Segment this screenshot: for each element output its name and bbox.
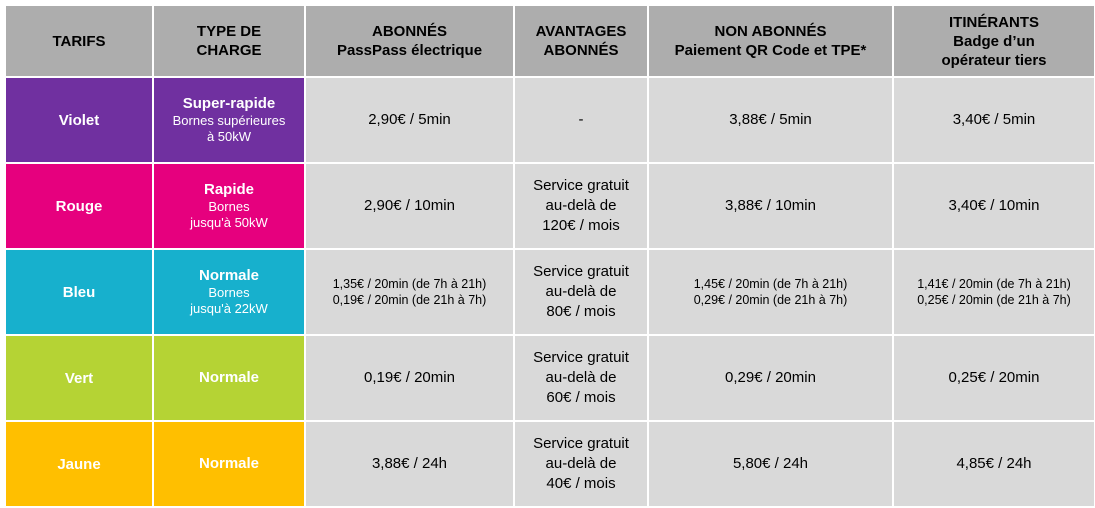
header-abonnes-line: PassPass électrique bbox=[336, 42, 483, 59]
header-type-charge-line: TYPE DE bbox=[196, 23, 262, 40]
price-line: 1,35€ / 20min (de 7h à 21h) bbox=[332, 277, 487, 291]
price-line: 0,19€ / 20min bbox=[364, 369, 455, 386]
header-itinerants-line: Badge d’un bbox=[953, 32, 1035, 50]
tarif-name-cell: Bleu bbox=[4, 248, 154, 336]
abonnes-price-cell: 2,90€ / 10min bbox=[304, 162, 515, 250]
tarif-name-cell: Vert bbox=[4, 334, 154, 422]
type-charge-detail: Bornes supérieures bbox=[172, 113, 286, 128]
non-abonnes-price-cell: 1,45€ / 20min (de 7h à 21h) 0,29€ / 20min… bbox=[647, 248, 894, 336]
type-charge-title: Super-rapide bbox=[182, 95, 276, 112]
price-line: 40€ / mois bbox=[546, 475, 616, 492]
price-line: au-delà de bbox=[545, 455, 617, 472]
price-line: Service gratuit bbox=[533, 263, 629, 280]
price-line: 2,90€ / 10min bbox=[364, 197, 455, 214]
header-non-abonnes-line: NON ABONNÉS bbox=[714, 23, 827, 40]
type-charge-detail: jusqu'à 50kW bbox=[190, 215, 268, 230]
header-non-abonnes: NON ABONNÉS Paiement QR Code et TPE* bbox=[647, 4, 894, 78]
header-avantages-line: AVANTAGES bbox=[535, 23, 627, 40]
non-abonnes-price-cell: 0,29€ / 20min bbox=[647, 334, 894, 422]
price-line: 0,25€ / 20min (de 21h à 7h) bbox=[917, 293, 1071, 307]
tarifs-table: TARIFS TYPE DE CHARGE ABONNÉS PassPass é… bbox=[4, 4, 1095, 508]
non-abonnes-price-cell: 3,88€ / 5min bbox=[647, 76, 894, 164]
header-avantages: AVANTAGES ABONNÉS bbox=[513, 4, 649, 78]
price-line: 3,88€ / 10min bbox=[725, 197, 816, 214]
price-line: 1,41€ / 20min (de 7h à 21h) bbox=[917, 277, 1071, 291]
avantages-price-cell: Service gratuit au-delà de 60€ / mois bbox=[513, 334, 649, 422]
itinerants-price-cell: 1,41€ / 20min (de 7h à 21h) 0,25€ / 20min… bbox=[892, 248, 1095, 336]
type-charge-detail: jusqu'à 22kW bbox=[190, 301, 268, 316]
price-line: 1,45€ / 20min (de 7h à 21h) bbox=[693, 277, 848, 291]
avantages-price-cell: Service gratuit au-delà de 80€ / mois bbox=[513, 248, 649, 336]
tarif-name-cell: Violet bbox=[4, 76, 154, 164]
header-itinerants: ITINÉRANTS Badge d’un opérateur tiers bbox=[892, 4, 1095, 78]
header-itinerants-line: ITINÉRANTS bbox=[949, 13, 1039, 31]
type-charge-cell: Rapide Bornes jusqu'à 50kW bbox=[152, 162, 306, 250]
tarif-name-cell: Jaune bbox=[4, 420, 154, 508]
table-row: Bleu Normale Bornes jusqu'à 22kW 1,35€ / 20m… bbox=[4, 248, 1095, 336]
non-abonnes-price-cell: 5,80€ / 24h bbox=[647, 420, 894, 508]
itinerants-price-cell: 3,40€ / 10min bbox=[892, 162, 1095, 250]
header-avantages-line: ABONNÉS bbox=[543, 42, 619, 59]
non-abonnes-price-cell: 3,88€ / 10min bbox=[647, 162, 894, 250]
price-line: 3,88€ / 24h bbox=[371, 455, 448, 472]
price-line: au-delà de bbox=[545, 197, 617, 214]
type-charge-detail: à 50kW bbox=[206, 129, 252, 144]
type-charge-detail: Bornes bbox=[208, 285, 250, 300]
header-type-charge: TYPE DE CHARGE bbox=[152, 4, 306, 78]
price-line: 120€ / mois bbox=[542, 217, 620, 234]
price-line: 0,25€ / 20min bbox=[948, 369, 1040, 386]
price-line: au-delà de bbox=[545, 369, 617, 386]
type-charge-detail: Bornes bbox=[208, 199, 250, 214]
price-line: 2,90€ / 5min bbox=[368, 111, 451, 128]
price-line: 60€ / mois bbox=[546, 389, 616, 406]
price-line: Service gratuit bbox=[533, 177, 629, 194]
type-charge-title: Normale bbox=[198, 369, 260, 386]
tarif-name-cell: Rouge bbox=[4, 162, 154, 250]
price-line: 4,85€ / 24h bbox=[956, 455, 1032, 472]
price-line: 5,80€ / 24h bbox=[732, 455, 809, 472]
price-line: 3,88€ / 5min bbox=[729, 111, 812, 128]
price-line: - bbox=[578, 111, 584, 128]
header-non-abonnes-line: Paiement QR Code et TPE* bbox=[674, 42, 867, 59]
price-line: 3,40€ / 10min bbox=[948, 197, 1040, 214]
type-charge-title: Normale bbox=[198, 455, 260, 472]
abonnes-price-cell: 1,35€ / 20min (de 7h à 21h) 0,19€ / 20min… bbox=[304, 248, 515, 336]
table-row: Jaune Normale 3,88€ / 24h Service gratuit au… bbox=[4, 420, 1095, 508]
abonnes-price-cell: 3,88€ / 24h bbox=[304, 420, 515, 508]
type-charge-cell: Normale Bornes jusqu'à 22kW bbox=[152, 248, 306, 336]
price-line: 0,29€ / 20min bbox=[725, 369, 816, 386]
table-header-row: TARIFS TYPE DE CHARGE ABONNÉS PassPass é… bbox=[4, 4, 1095, 78]
price-line: 3,40€ / 5min bbox=[952, 111, 1036, 128]
table-row: Rouge Rapide Bornes jusqu'à 50kW 2,90€ / 10m… bbox=[4, 162, 1095, 250]
header-type-charge-line: CHARGE bbox=[196, 42, 262, 59]
header-abonnes: ABONNÉS PassPass électrique bbox=[304, 4, 515, 78]
itinerants-price-cell: 3,40€ / 5min bbox=[892, 76, 1095, 164]
type-charge-cell: Super-rapide Bornes supérieures à 50kW bbox=[152, 76, 306, 164]
price-line: Service gratuit bbox=[533, 435, 629, 452]
abonnes-price-cell: 2,90€ / 5min bbox=[304, 76, 515, 164]
table-row: Vert Normale 0,19€ / 20min Service gratuit a… bbox=[4, 334, 1095, 422]
itinerants-price-cell: 4,85€ / 24h bbox=[892, 420, 1095, 508]
header-tarifs: TARIFS bbox=[4, 4, 154, 78]
type-charge-title: Rapide bbox=[203, 181, 254, 198]
type-charge-title: Normale bbox=[198, 267, 260, 284]
price-line: au-delà de bbox=[545, 283, 617, 300]
type-charge-cell: Normale bbox=[152, 420, 306, 508]
abonnes-price-cell: 0,19€ / 20min bbox=[304, 334, 515, 422]
avantages-price-cell: Service gratuit au-delà de 40€ / mois bbox=[513, 420, 649, 508]
price-line: 80€ / mois bbox=[546, 303, 616, 320]
type-charge-cell: Normale bbox=[152, 334, 306, 422]
price-line: 0,19€ / 20min (de 21h à 7h) bbox=[332, 293, 487, 307]
header-abonnes-line: ABONNÉS bbox=[371, 23, 447, 40]
price-line: 0,29€ / 20min (de 21h à 7h) bbox=[693, 293, 848, 307]
avantages-price-cell: Service gratuit au-delà de 120€ / mois bbox=[513, 162, 649, 250]
price-line: Service gratuit bbox=[533, 349, 629, 366]
table-row: Violet Super-rapide Bornes supérieures à 50… bbox=[4, 76, 1095, 164]
itinerants-price-cell: 0,25€ / 20min bbox=[892, 334, 1095, 422]
header-itinerants-line: opérateur tiers bbox=[941, 51, 1047, 69]
avantages-price-cell: - bbox=[513, 76, 649, 164]
table-body: Violet Super-rapide Bornes supérieures à 50… bbox=[4, 76, 1095, 508]
